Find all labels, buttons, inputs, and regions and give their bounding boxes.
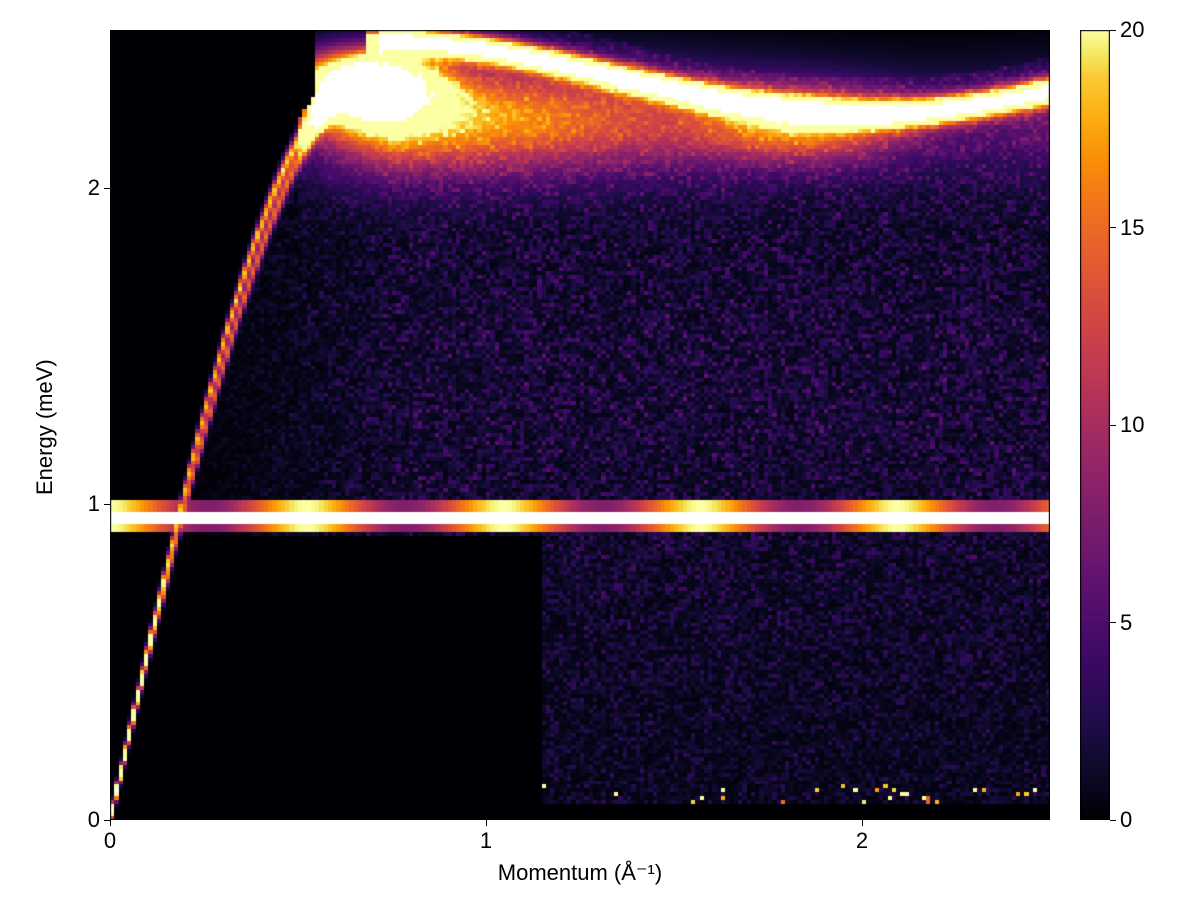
tick-mark — [104, 820, 110, 821]
tick-mark — [1110, 622, 1116, 623]
tick-mark — [1110, 30, 1116, 31]
y-axis-label: Energy (meV) — [32, 359, 58, 495]
tick-mark — [862, 820, 863, 826]
tick-label: 20 — [1120, 17, 1144, 43]
tick-label: 0 — [104, 828, 116, 854]
tick-label: 2 — [856, 828, 868, 854]
tick-label: 15 — [1120, 215, 1144, 241]
tick-mark — [1110, 820, 1116, 821]
tick-mark — [486, 820, 487, 826]
tick-mark — [104, 504, 110, 505]
tick-label: 2 — [88, 175, 100, 201]
tick-mark — [104, 188, 110, 189]
tick-mark — [1110, 425, 1116, 426]
tick-mark — [1110, 227, 1116, 228]
tick-label: 5 — [1120, 610, 1132, 636]
x-axis-label: Momentum (Å⁻¹) — [498, 860, 662, 886]
tick-label: 10 — [1120, 412, 1144, 438]
tick-label: 0 — [1120, 807, 1132, 833]
tick-label: 0 — [88, 807, 100, 833]
tick-label: 1 — [88, 491, 100, 517]
dispersion-heatmap — [110, 30, 1050, 820]
colorbar — [1080, 30, 1110, 820]
tick-mark — [110, 820, 111, 826]
chart-container: { "chart": { "type": "heatmap", "width_p… — [0, 0, 1200, 900]
tick-label: 1 — [480, 828, 492, 854]
